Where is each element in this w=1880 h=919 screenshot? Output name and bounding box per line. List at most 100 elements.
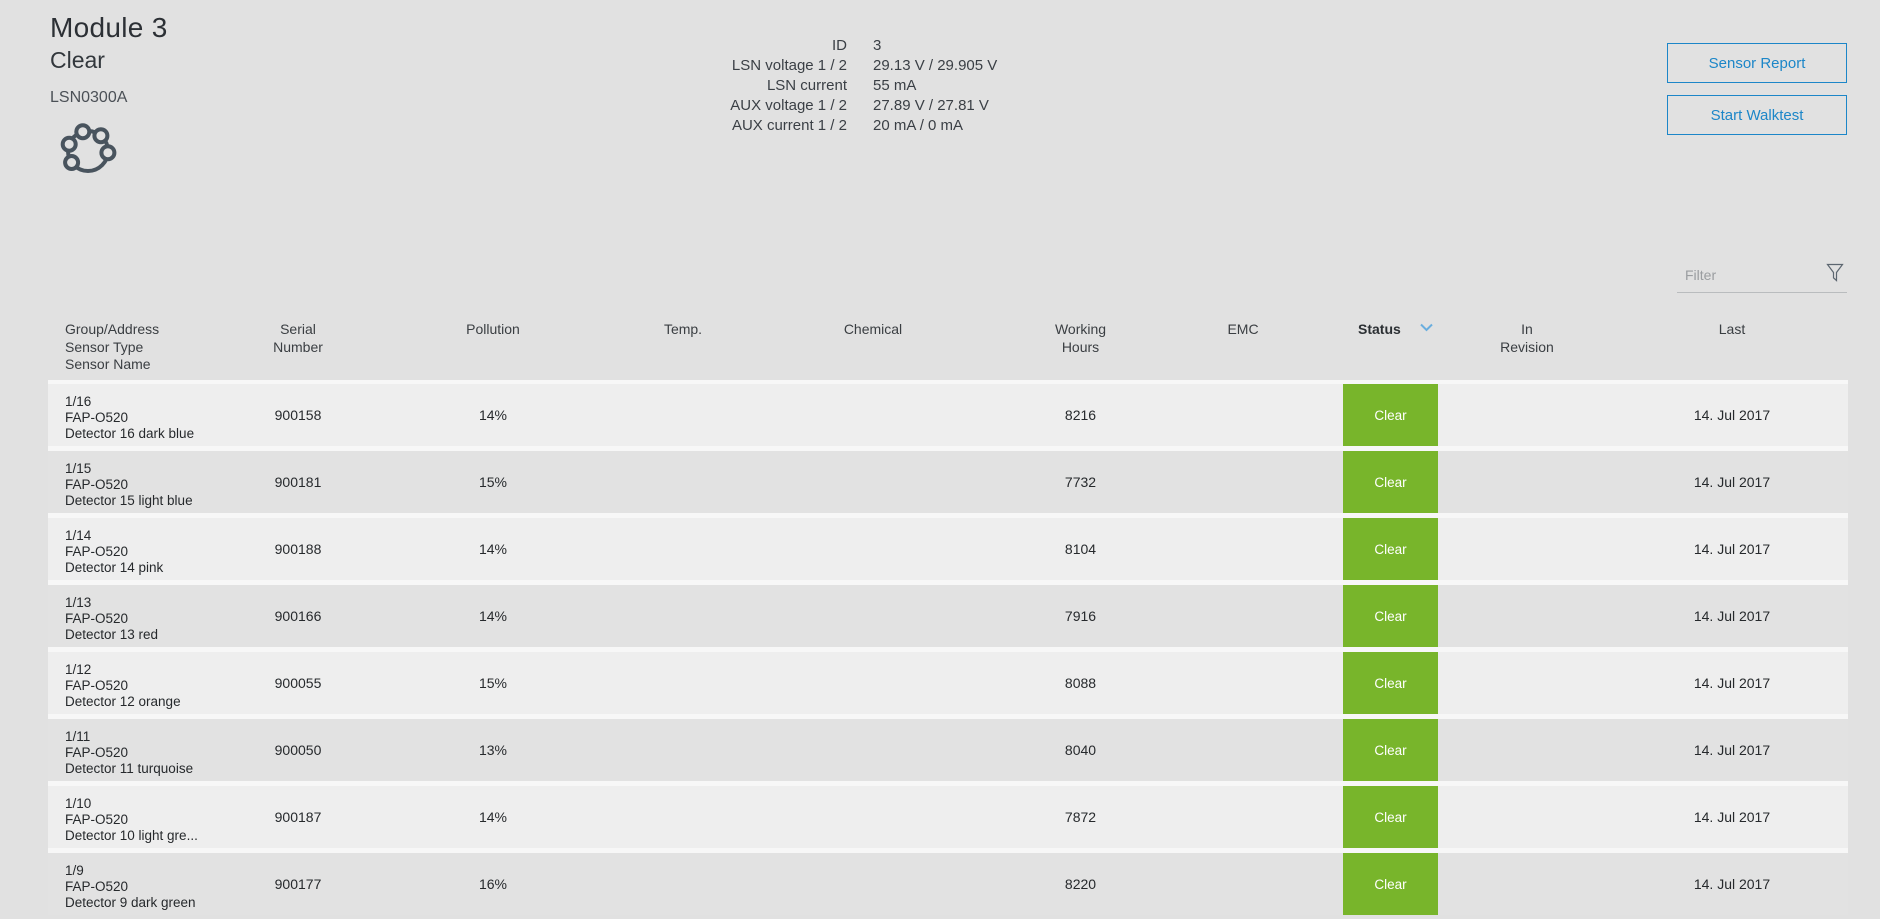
- working-hours-value: 8088: [1064, 675, 1097, 691]
- serial-number-value: 900181: [274, 474, 322, 490]
- table-row[interactable]: 1/13 FAP-O520 Detector 13 red 900166 14%…: [48, 585, 1848, 647]
- info-row-lsn-voltage: LSN voltage 1 / 2 29.13 V / 29.905 V: [592, 56, 997, 76]
- last-date-value: 14. Jul 2017: [1693, 541, 1771, 557]
- cell-group-address: 1/9 FAP-O520 Detector 9 dark green: [48, 853, 248, 915]
- column-header-status[interactable]: Status: [1343, 305, 1438, 380]
- sensor-table: Group/Address Sensor Type Sensor Name Se…: [48, 305, 1848, 915]
- cell-group-address: 1/12 FAP-O520 Detector 12 orange: [48, 652, 248, 714]
- module-status-text: Clear: [50, 47, 105, 73]
- sensor-report-button[interactable]: Sensor Report: [1667, 43, 1847, 83]
- last-date-value: 14. Jul 2017: [1693, 876, 1771, 892]
- column-header-last[interactable]: Last: [1718, 321, 1746, 337]
- table-row[interactable]: 1/9 FAP-O520 Detector 9 dark green 90017…: [48, 853, 1848, 915]
- sensor-type-text: FAP-O520: [65, 678, 129, 693]
- table-row[interactable]: 1/12 FAP-O520 Detector 12 orange 900055 …: [48, 652, 1848, 714]
- working-hours-value: 7732: [1064, 474, 1097, 490]
- info-label: AUX voltage 1 / 2: [730, 97, 847, 114]
- info-label: ID: [832, 37, 847, 54]
- serial-number-value: 900158: [274, 407, 322, 423]
- group-address-text: 1/14: [65, 528, 92, 543]
- table-row[interactable]: 1/10 FAP-O520 Detector 10 light gre... 9…: [48, 786, 1848, 848]
- cell-group-address: 1/15 FAP-O520 Detector 15 light blue: [48, 451, 248, 513]
- sensor-type-text: FAP-O520: [65, 544, 129, 559]
- table-row[interactable]: 1/14 FAP-O520 Detector 14 pink 900188 14…: [48, 518, 1848, 580]
- sensor-name-text: Detector 11 turquoise: [65, 761, 194, 776]
- filter-input[interactable]: [1677, 267, 1812, 283]
- column-header-emc[interactable]: EMC: [1227, 321, 1259, 337]
- start-walktest-button[interactable]: Start Walktest: [1667, 95, 1847, 135]
- last-date-value: 14. Jul 2017: [1693, 407, 1771, 423]
- status-label: Clear: [1374, 675, 1407, 691]
- status-label: Clear: [1374, 876, 1407, 892]
- last-date-value: 14. Jul 2017: [1693, 608, 1771, 624]
- status-label: Clear: [1374, 809, 1407, 825]
- working-hours-value: 7872: [1064, 809, 1097, 825]
- status-label: Clear: [1374, 407, 1407, 423]
- info-value: 20 mA / 0 mA: [873, 117, 964, 134]
- status-badge: Clear: [1343, 585, 1438, 647]
- pollution-value: 15%: [478, 474, 508, 490]
- column-header-temp[interactable]: Temp.: [663, 321, 703, 337]
- cell-group-address: 1/13 FAP-O520 Detector 13 red: [48, 585, 248, 647]
- module-info-block: ID 3 LSN voltage 1 / 2 29.13 V / 29.905 …: [592, 36, 997, 136]
- table-row[interactable]: 1/11 FAP-O520 Detector 11 turquoise 9000…: [48, 719, 1848, 781]
- table-body: 1/16 FAP-O520 Detector 16 dark blue 9001…: [48, 380, 1848, 915]
- status-badge: Clear: [1343, 719, 1438, 781]
- info-value: 29.13 V / 29.905 V: [873, 57, 998, 74]
- cell-group-address: 1/16 FAP-O520 Detector 16 dark blue: [48, 384, 248, 446]
- info-row-aux-current: AUX current 1 / 2 20 mA / 0 mA: [592, 116, 997, 136]
- info-row-id: ID 3: [592, 36, 997, 56]
- group-address-text: 1/12: [65, 662, 92, 677]
- status-badge: Clear: [1343, 853, 1438, 915]
- group-address-text: 1/16: [65, 394, 92, 409]
- group-address-text: 1/10: [65, 796, 92, 811]
- pollution-value: 14%: [478, 407, 508, 423]
- serial-number-value: 900188: [274, 541, 322, 557]
- status-badge: Clear: [1343, 652, 1438, 714]
- sensor-type-text: FAP-O520: [65, 879, 129, 894]
- status-badge: Clear: [1343, 451, 1438, 513]
- cell-group-address: 1/11 FAP-O520 Detector 11 turquoise: [48, 719, 248, 781]
- column-header-working-hours[interactable]: Working Hours: [1054, 321, 1107, 355]
- status-badge: Clear: [1343, 518, 1438, 580]
- last-date-value: 14. Jul 2017: [1693, 809, 1771, 825]
- serial-number-value: 900187: [274, 809, 322, 825]
- lsn-loop-icon: [56, 117, 120, 190]
- info-value: 27.89 V / 27.81 V: [873, 97, 989, 114]
- column-header-chemical[interactable]: Chemical: [843, 321, 903, 337]
- column-header-in-revision[interactable]: In Revision: [1500, 321, 1554, 355]
- filter-funnel-icon[interactable]: [1825, 262, 1847, 288]
- title-block: Module 3 Clear LSN0300A: [50, 12, 168, 107]
- serial-number-value: 900177: [274, 876, 322, 892]
- sensor-name-text: Detector 16 dark blue: [65, 426, 195, 441]
- column-header-group-address[interactable]: Group/Address Sensor Type Sensor Name: [65, 321, 160, 372]
- serial-number-value: 900050: [274, 742, 322, 758]
- info-row-aux-voltage: AUX voltage 1 / 2 27.89 V / 27.81 V: [592, 96, 997, 116]
- info-row-lsn-current: LSN current 55 mA: [592, 76, 997, 96]
- info-label: LSN voltage 1 / 2: [731, 57, 847, 74]
- pollution-value: 14%: [478, 809, 508, 825]
- column-header-pollution[interactable]: Pollution: [466, 321, 520, 337]
- table-row[interactable]: 1/15 FAP-O520 Detector 15 light blue 900…: [48, 451, 1848, 513]
- serial-number-value: 900055: [274, 675, 322, 691]
- last-date-value: 14. Jul 2017: [1693, 742, 1771, 758]
- sensor-type-text: FAP-O520: [65, 611, 129, 626]
- info-label: AUX current 1 / 2: [731, 117, 847, 134]
- group-address-text: 1/15: [65, 461, 92, 476]
- column-header-serial-number[interactable]: Serial Number: [273, 321, 323, 355]
- status-label: Clear: [1374, 541, 1407, 557]
- pollution-value: 13%: [478, 742, 508, 758]
- sensor-name-text: Detector 13 red: [65, 627, 159, 642]
- working-hours-value: 8216: [1064, 407, 1097, 423]
- sensor-type-text: FAP-O520: [65, 477, 129, 492]
- group-address-text: 1/9: [65, 863, 84, 878]
- page-title: Module 3: [50, 12, 168, 43]
- status-label: Clear: [1374, 742, 1407, 758]
- table-row[interactable]: 1/16 FAP-O520 Detector 16 dark blue 9001…: [48, 384, 1848, 446]
- status-badge: Clear: [1343, 384, 1438, 446]
- last-date-value: 14. Jul 2017: [1693, 675, 1771, 691]
- info-value: 3: [873, 37, 882, 54]
- info-label: LSN current: [766, 77, 847, 94]
- sensor-type-text: FAP-O520: [65, 410, 129, 425]
- status-badge: Clear: [1343, 786, 1438, 848]
